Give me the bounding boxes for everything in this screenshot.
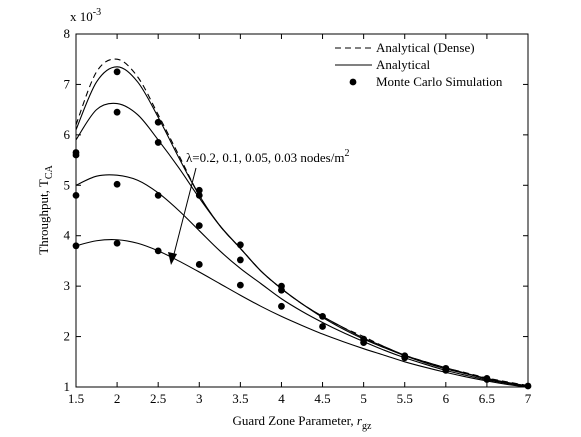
monte-carlo-point — [442, 366, 450, 374]
analytical-curves — [75, 58, 529, 388]
monte-carlo-point — [72, 191, 80, 199]
monte-carlo-markers — [72, 68, 532, 390]
x-tick-label: 5 — [360, 391, 367, 406]
monte-carlo-point — [113, 108, 121, 116]
x-tick-label: 2.5 — [150, 391, 166, 406]
axis-ticks — [75, 33, 529, 388]
axis-tick-labels: 1.5 2 2.5 3 3.5 4 4.5 5 5.5 6 6.5 7 1 2 3 4 5 6 7 8 — [64, 26, 532, 406]
monte-carlo-point — [236, 281, 244, 289]
monte-carlo-point — [113, 239, 121, 247]
monte-carlo-point — [483, 376, 491, 383]
monte-carlo-point — [319, 323, 326, 330]
x-tick-label: 6.5 — [479, 391, 495, 406]
y-axis-title: Throughput, TCA — [36, 164, 55, 254]
analytical-line-2 — [75, 174, 529, 388]
y-tick-label: 3 — [64, 278, 71, 293]
legend-monte-carlo-marker — [349, 78, 357, 86]
x-tick-label: 6 — [443, 391, 450, 406]
monte-carlo-point — [401, 354, 409, 362]
y-tick-label: 4 — [64, 228, 71, 243]
x-tick-label: 5.5 — [397, 391, 413, 406]
x-axis-title: Guard Zone Parameter, rgz — [233, 413, 372, 432]
monte-carlo-point — [113, 180, 121, 188]
monte-carlo-point — [319, 313, 326, 320]
monte-carlo-point — [195, 186, 203, 194]
x-tick-label: 3 — [196, 391, 203, 406]
x-tick-label: 2 — [114, 391, 121, 406]
monte-carlo-point — [195, 222, 203, 230]
legend-monte-carlo-label: Monte Carlo Simulation — [376, 74, 503, 89]
x-tick-label: 4 — [278, 391, 285, 406]
legend: Analytical (Dense) Analytical Monte Carl… — [335, 40, 503, 89]
monte-carlo-point — [72, 242, 80, 250]
monte-carlo-point — [360, 339, 368, 347]
y-tick-label: 5 — [64, 177, 71, 192]
y-tick-label: 6 — [64, 127, 71, 142]
legend-dense-label: Analytical (Dense) — [376, 40, 475, 55]
plot-area-frame — [75, 33, 529, 388]
y-tick-label: 1 — [64, 379, 71, 394]
monte-carlo-point — [236, 241, 244, 249]
monte-carlo-point — [154, 247, 162, 255]
annotation-arrow-head — [168, 252, 177, 265]
y-axis-exponent-label: x 10-3 — [70, 7, 101, 24]
legend-analytical-label: Analytical — [376, 57, 431, 72]
x-tick-label: 7 — [525, 391, 532, 406]
analytical-line-1 — [75, 102, 529, 387]
y-tick-label: 7 — [64, 76, 71, 91]
annotation-arrow-line — [172, 167, 197, 259]
x-tick-label: 3.5 — [232, 391, 248, 406]
x-tick-label: 4.5 — [314, 391, 330, 406]
monte-carlo-point — [278, 302, 285, 310]
monte-carlo-point — [195, 261, 203, 268]
monte-carlo-point — [154, 191, 162, 199]
analytical-line-3 — [75, 239, 529, 388]
monte-carlo-point — [278, 286, 285, 294]
monte-carlo-point — [236, 256, 244, 264]
monte-carlo-point — [154, 118, 162, 126]
monte-carlo-point — [524, 382, 532, 390]
monte-carlo-point — [72, 151, 80, 159]
monte-carlo-point — [195, 191, 203, 199]
y-tick-label: 8 — [64, 26, 71, 41]
x-tick-label: 1.5 — [68, 391, 84, 406]
monte-carlo-point — [154, 139, 162, 146]
lambda-annotation: λ=0.2, 0.1, 0.05, 0.03 nodes/m2 — [186, 148, 349, 165]
monte-carlo-point — [113, 68, 121, 76]
y-tick-label: 2 — [64, 329, 71, 344]
